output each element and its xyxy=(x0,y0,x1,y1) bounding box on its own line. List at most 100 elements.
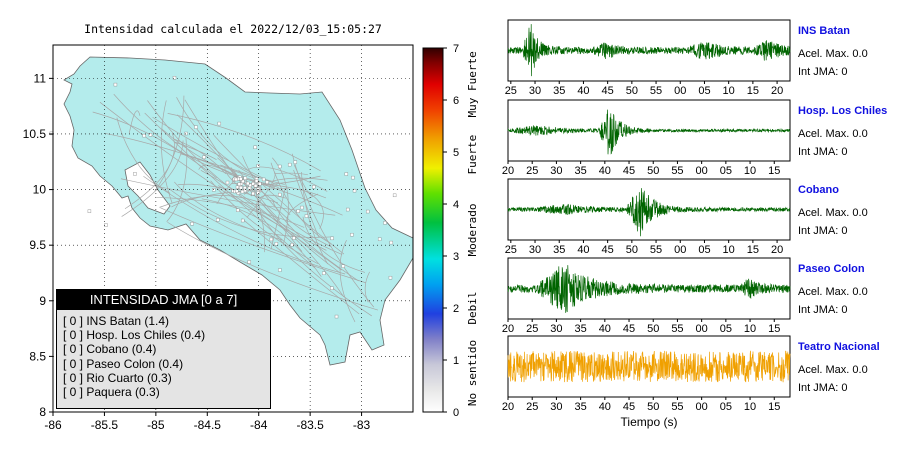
legend-row: [ 0 ] Paseo Colon (0.4) xyxy=(63,356,184,371)
station-int-jma: Int JMA: 0 xyxy=(798,146,848,158)
waveform-tick-label: 50 xyxy=(626,244,638,256)
map-x-axis: -86 -85.5 -85 -84.5 -84 -83.5 -83 xyxy=(44,412,371,432)
map-y-tick-label: 10 xyxy=(33,183,47,197)
waveform-tick-label: 40 xyxy=(599,165,611,177)
waveform-tick-label: 50 xyxy=(647,323,659,335)
map-x-tick-label: -86 xyxy=(44,418,62,432)
map-x-tick-label: -84 xyxy=(250,418,268,432)
waveform-tick-label: 45 xyxy=(623,401,635,413)
waveform-trace xyxy=(507,350,791,383)
colorbar-tick-label: 4 xyxy=(453,199,459,211)
waveform-tick-label: 40 xyxy=(599,401,611,413)
legend-row: [ 0 ] Paquera (0.3) xyxy=(63,385,160,400)
waveform-tick-label: 35 xyxy=(574,165,586,177)
waveform-tick-label: 50 xyxy=(647,401,659,413)
waveform-tick-label: 45 xyxy=(602,244,614,256)
colorbar-tick-label: 5 xyxy=(453,147,459,159)
waveform-tick-label: 25 xyxy=(505,85,517,97)
waveform-tick-label: 30 xyxy=(529,85,541,97)
waveform-tick-label: 15 xyxy=(768,165,780,177)
waveform-tick-label: 35 xyxy=(574,323,586,335)
waveform-tick-label: 10 xyxy=(723,244,735,256)
station-int-jma: Int JMA: 0 xyxy=(798,225,848,237)
waveform-trace xyxy=(507,188,791,237)
waveform-tick-label: 40 xyxy=(599,323,611,335)
legend-row: [ 0 ] INS Batan (1.4) xyxy=(63,314,170,328)
colorbar-category-label: No sentido xyxy=(466,340,479,406)
station-int-jma: Int JMA: 0 xyxy=(798,304,848,316)
station-acel-max: Acel. Max. 0.0 xyxy=(798,128,868,140)
colorbar xyxy=(422,47,444,413)
waveform-tick-label: 15 xyxy=(747,85,759,97)
waveform-tick-label: 30 xyxy=(550,165,562,177)
waveform-tick-label: 00 xyxy=(696,401,708,413)
waveform-tick-label: 55 xyxy=(671,401,683,413)
waveform-tick-label: 45 xyxy=(623,323,635,335)
map-y-tick-label: 8.5 xyxy=(29,349,46,363)
waveform-tick-label: 15 xyxy=(747,244,759,256)
station-acel-max: Acel. Max. 0.0 xyxy=(798,286,868,298)
waveform-tick-label: 10 xyxy=(723,85,735,97)
waveform-tick-label: 35 xyxy=(574,401,586,413)
waveform-tick-label: 45 xyxy=(602,85,614,97)
map-y-tick-label: 9 xyxy=(39,294,46,308)
waveform-tick-label: 55 xyxy=(671,165,683,177)
colorbar-category-label: Moderado xyxy=(466,204,479,257)
waveform-trace xyxy=(507,24,791,77)
waveform-tick-label: 20 xyxy=(502,401,514,413)
map-y-axis: 11 10.5 10 9.5 9 8.5 8 xyxy=(23,71,53,419)
waveform-panel: 20 25 30 35 40 45 50 55 00 05 10 15 Hosp. Los Chiles… xyxy=(502,99,887,177)
station-name: Cobano xyxy=(798,184,839,196)
station-acel-max: Acel. Max. 0.0 xyxy=(798,364,868,376)
waveform-tick-label: 40 xyxy=(577,244,589,256)
waveform-panel: 20 25 30 35 40 45 50 55 00 05 10 15 Paseo Colon Acel.… xyxy=(502,257,868,335)
waveform-trace xyxy=(507,109,791,155)
waveform-tick-label: 05 xyxy=(698,85,710,97)
waveform-tick-label: 20 xyxy=(771,85,783,97)
waveform-tick-label: 00 xyxy=(674,85,686,97)
waveform-tick-label: 20 xyxy=(502,323,514,335)
colorbar-tick-label: 1 xyxy=(453,355,459,367)
waveform-panel: 25 30 35 40 45 50 55 00 05 10 15 20 Cobano Acel. Max.… xyxy=(505,178,868,256)
waveform-tick-label: 50 xyxy=(647,165,659,177)
station-name: Teatro Nacional xyxy=(798,341,880,353)
waveform-trace xyxy=(507,265,791,313)
waveform-panel: 25 30 35 40 45 50 55 00 05 10 15 20 INS Batan Acel. M… xyxy=(505,19,868,97)
waveform-tick-label: 50 xyxy=(626,85,638,97)
colorbar-tick-label: 0 xyxy=(453,407,459,419)
station-name: Hosp. Los Chiles xyxy=(798,105,887,117)
map-x-tick-label: -85 xyxy=(147,418,165,432)
colorbar-category-label: Debil xyxy=(466,291,479,324)
map-y-tick-label: 9.5 xyxy=(29,238,46,252)
waveform-tick-label: 05 xyxy=(698,244,710,256)
map-y-tick-label: 11 xyxy=(34,71,47,85)
waveform-tick-label: 30 xyxy=(550,401,562,413)
map-y-tick-label: 10.5 xyxy=(23,127,47,141)
map-x-tick-label: -83 xyxy=(353,418,371,432)
waveform-panels: 25 30 35 40 45 50 55 00 05 10 15 20 INS Batan Acel. M… xyxy=(502,19,887,413)
waveform-tick-label: 55 xyxy=(650,244,662,256)
waveform-tick-label: 35 xyxy=(553,244,565,256)
colorbar-category-label: Muy Fuerte xyxy=(466,51,479,117)
map-x-tick-label: -84.5 xyxy=(194,418,222,432)
waveform-tick-label: 10 xyxy=(744,323,756,335)
station-int-jma: Int JMA: 0 xyxy=(798,66,848,78)
station-name: INS Batan xyxy=(798,25,850,37)
waveform-tick-label: 05 xyxy=(720,323,732,335)
colorbar-tick-label: 6 xyxy=(453,95,459,107)
legend-row: [ 0 ] Rio Cuarto (0.3) xyxy=(63,370,172,385)
map-x-tick-label: -83.5 xyxy=(296,418,324,432)
waveform-tick-label: 25 xyxy=(526,165,538,177)
station-int-jma: Int JMA: 0 xyxy=(798,382,848,394)
waveform-tick-label: 25 xyxy=(526,401,538,413)
waveform-x-label: Tiempo (s) xyxy=(620,415,678,429)
station-acel-max: Acel. Max. 0.0 xyxy=(798,207,868,219)
waveform-tick-label: 55 xyxy=(671,323,683,335)
station-name: Paseo Colon xyxy=(798,263,865,275)
colorbar-tick-label: 3 xyxy=(453,251,459,263)
waveform-tick-label: 40 xyxy=(577,85,589,97)
waveform-tick-label: 15 xyxy=(768,323,780,335)
station-acel-max: Acel. Max. 0.0 xyxy=(798,48,868,60)
waveform-tick-label: 10 xyxy=(744,401,756,413)
legend-row: [ 0 ] Hosp. Los Chiles (0.4) xyxy=(63,328,206,343)
